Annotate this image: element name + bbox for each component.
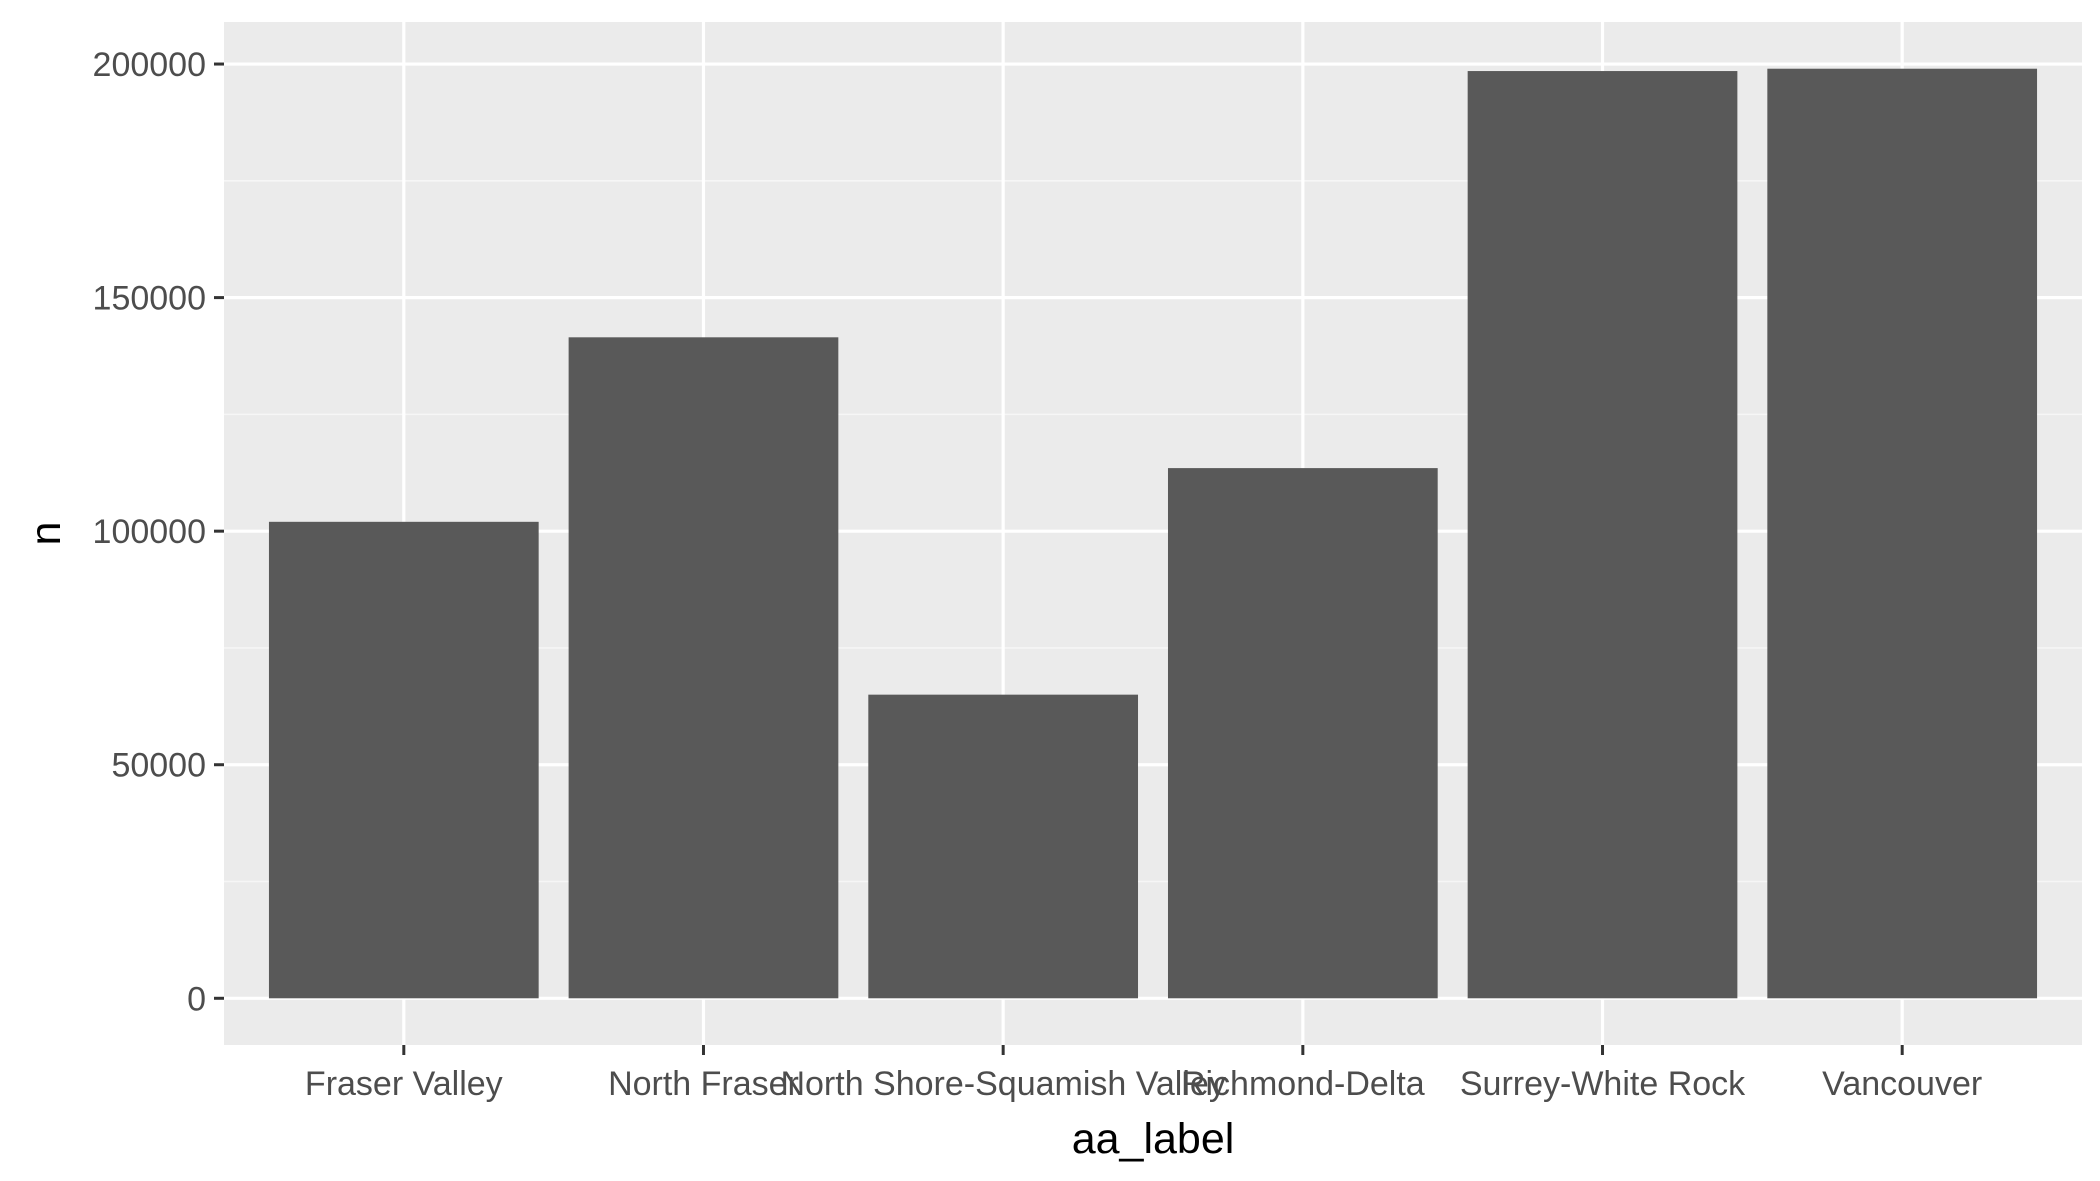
x-tick-label: Surrey-White Rock: [1460, 1065, 1746, 1103]
y-tick-label: 100000: [93, 513, 206, 551]
x-tick-label: North Shore-Squamish Valley: [780, 1065, 1225, 1103]
x-tick-label: Vancouver: [1822, 1065, 1982, 1103]
bars: [268, 68, 2038, 999]
bar-surrey-white-rock: [1467, 71, 1738, 999]
y-tick-label: 150000: [93, 280, 206, 318]
y-tick-label: 50000: [111, 747, 206, 785]
x-tick-label: Fraser Valley: [305, 1065, 503, 1103]
bar-north-shore-squamish-valley: [868, 694, 1139, 999]
bar-fraser-valley: [268, 521, 539, 999]
bar-vancouver: [1767, 68, 2038, 999]
x-tick-label: North Fraser: [608, 1065, 799, 1103]
y-tick-label: 0: [187, 980, 206, 1018]
y-axis-title: n: [22, 522, 70, 546]
x-axis-title: aa_label: [1072, 1115, 1235, 1163]
y-axis: 0 50000 100000 150000 200000: [93, 46, 224, 1018]
bar-north-fraser: [568, 337, 839, 999]
bar-richmond-delta: [1167, 468, 1438, 999]
x-tick-label: Richmond-Delta: [1181, 1065, 1425, 1103]
y-tick-label: 200000: [93, 46, 206, 84]
